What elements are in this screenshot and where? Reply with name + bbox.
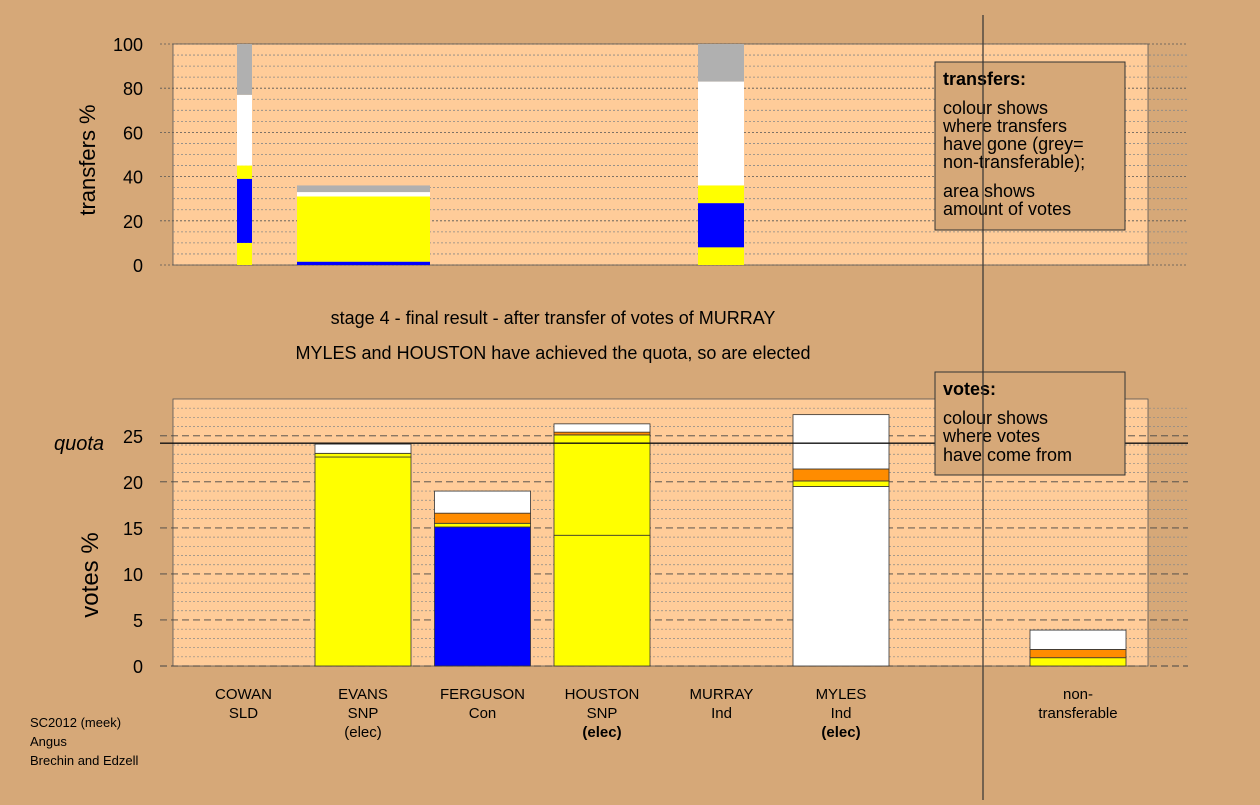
transfer-segment xyxy=(297,185,430,193)
transfer-segment xyxy=(237,165,252,179)
vote-segment xyxy=(314,456,412,667)
stage-caption: stage 4 - final result - after transfer … xyxy=(331,308,776,328)
vote-segment xyxy=(553,434,651,536)
vote-bar-evans xyxy=(314,443,412,667)
transfers-legend-line: have gone (grey= xyxy=(943,134,1084,154)
transfers-legend-line: area shows xyxy=(943,181,1035,201)
candidate-label: SNP xyxy=(587,705,618,722)
transfers-y-axis-label: transfers % xyxy=(75,104,100,215)
votes-legend-line: colour shows xyxy=(943,408,1048,428)
candidate-label: SLD xyxy=(229,705,258,722)
votes-legend-line: where votes xyxy=(942,426,1040,446)
transfers-y-tick-label: 40 xyxy=(123,168,143,188)
elected-caption: MYLES and HOUSTON have achieved the quot… xyxy=(296,343,811,363)
transfer-segment xyxy=(297,261,430,265)
candidate-label: (elec) xyxy=(582,724,621,741)
vote-segment xyxy=(792,480,890,487)
transfers-y-tick-label: 0 xyxy=(133,256,143,276)
vote-segment xyxy=(553,423,651,433)
vote-segment xyxy=(792,468,890,482)
votes-y-tick-label: 5 xyxy=(133,611,143,631)
candidate-label: HOUSTON xyxy=(565,686,640,703)
transfers-y-tick-label: 80 xyxy=(123,79,143,99)
candidate-label: EVANS xyxy=(338,686,388,703)
quota-label: quota xyxy=(54,433,104,455)
vote-segment xyxy=(792,414,890,470)
vote-segment xyxy=(553,534,651,667)
vote-segment xyxy=(434,522,531,528)
vote-segment xyxy=(434,490,531,514)
candidate-label: transferable xyxy=(1038,705,1117,722)
transfers-legend-line: colour shows xyxy=(943,98,1048,118)
footer-source: SC2012 (meek) xyxy=(30,715,121,730)
vote-segment xyxy=(792,486,890,667)
transfer-segment xyxy=(297,192,430,197)
votes-y-tick-label: 0 xyxy=(133,657,143,677)
transfers-y-tick-label: 60 xyxy=(123,123,143,143)
transfers-legend-box xyxy=(934,61,1126,231)
vote-bar-myles xyxy=(792,414,890,667)
candidate-label: Ind xyxy=(831,705,852,722)
vote-bar-non-transferable xyxy=(1029,629,1127,667)
candidate-label: (elec) xyxy=(344,724,382,741)
votes-legend-box xyxy=(934,371,1126,476)
candidate-label: MYLES xyxy=(816,686,867,703)
candidate-label: Ind xyxy=(711,705,732,722)
transfers-legend-line: where transfers xyxy=(942,116,1067,136)
candidate-label: non- xyxy=(1063,686,1093,703)
transfer-segment xyxy=(698,44,744,82)
footer-ward: Brechin and Edzell xyxy=(30,753,139,768)
transfer-segment xyxy=(237,242,252,265)
transfer-segment xyxy=(237,94,252,166)
votes-y-tick-label: 15 xyxy=(123,519,143,539)
vote-bar-ferguson xyxy=(434,490,531,667)
transfer-bar-ferguson xyxy=(297,185,430,265)
vote-segment xyxy=(434,526,531,667)
candidate-label: COWAN xyxy=(215,686,272,703)
transfer-bar-murray xyxy=(698,44,744,265)
vote-segment xyxy=(1029,649,1127,659)
votes-panel: 0 5 10 15 20 25 votes % quota COWAN SLD EVANS SNP (e… xyxy=(54,371,1188,741)
candidate-label: Con xyxy=(469,705,497,722)
transfers-y-tick-label: 100 xyxy=(113,35,143,55)
footer-council: Angus xyxy=(30,734,67,749)
vote-segment xyxy=(1029,629,1127,650)
votes-legend-title: votes: xyxy=(943,379,996,399)
candidate-label: MURRAY xyxy=(690,686,754,703)
vote-bar-houston xyxy=(553,423,651,667)
transfer-segment xyxy=(698,247,744,265)
vote-segment xyxy=(1029,657,1127,667)
votes-y-axis-label: votes % xyxy=(77,532,104,617)
vote-segment xyxy=(314,452,412,458)
transfer-segment xyxy=(698,185,744,204)
transfers-legend-line: amount of votes xyxy=(943,199,1071,219)
transfer-segment xyxy=(237,178,252,243)
candidate-label: SNP xyxy=(348,705,379,722)
votes-legend-line: have come from xyxy=(943,445,1072,465)
candidate-label: FERGUSON xyxy=(440,686,525,703)
votes-y-tick-label: 10 xyxy=(123,565,143,585)
candidate-label: (elec) xyxy=(821,724,860,741)
transfers-legend-line: non-transferable); xyxy=(943,152,1085,172)
transfers-y-tick-label: 20 xyxy=(123,212,143,232)
votes-y-tick-label: 25 xyxy=(123,427,143,447)
transfers-legend-title: transfers: xyxy=(943,69,1026,89)
transfer-segment xyxy=(698,203,744,248)
vote-segment xyxy=(314,443,412,454)
transfer-segment xyxy=(698,81,744,186)
votes-y-tick-label: 20 xyxy=(123,473,143,493)
vote-segment xyxy=(434,512,531,524)
transfer-bar-cowan xyxy=(237,44,252,265)
transfers-panel: 0 20 40 60 80 100 transfers % transfers: colour … xyxy=(75,35,1188,276)
transfer-segment xyxy=(237,44,252,95)
vote-segment xyxy=(553,431,651,436)
transfer-segment xyxy=(297,196,430,262)
